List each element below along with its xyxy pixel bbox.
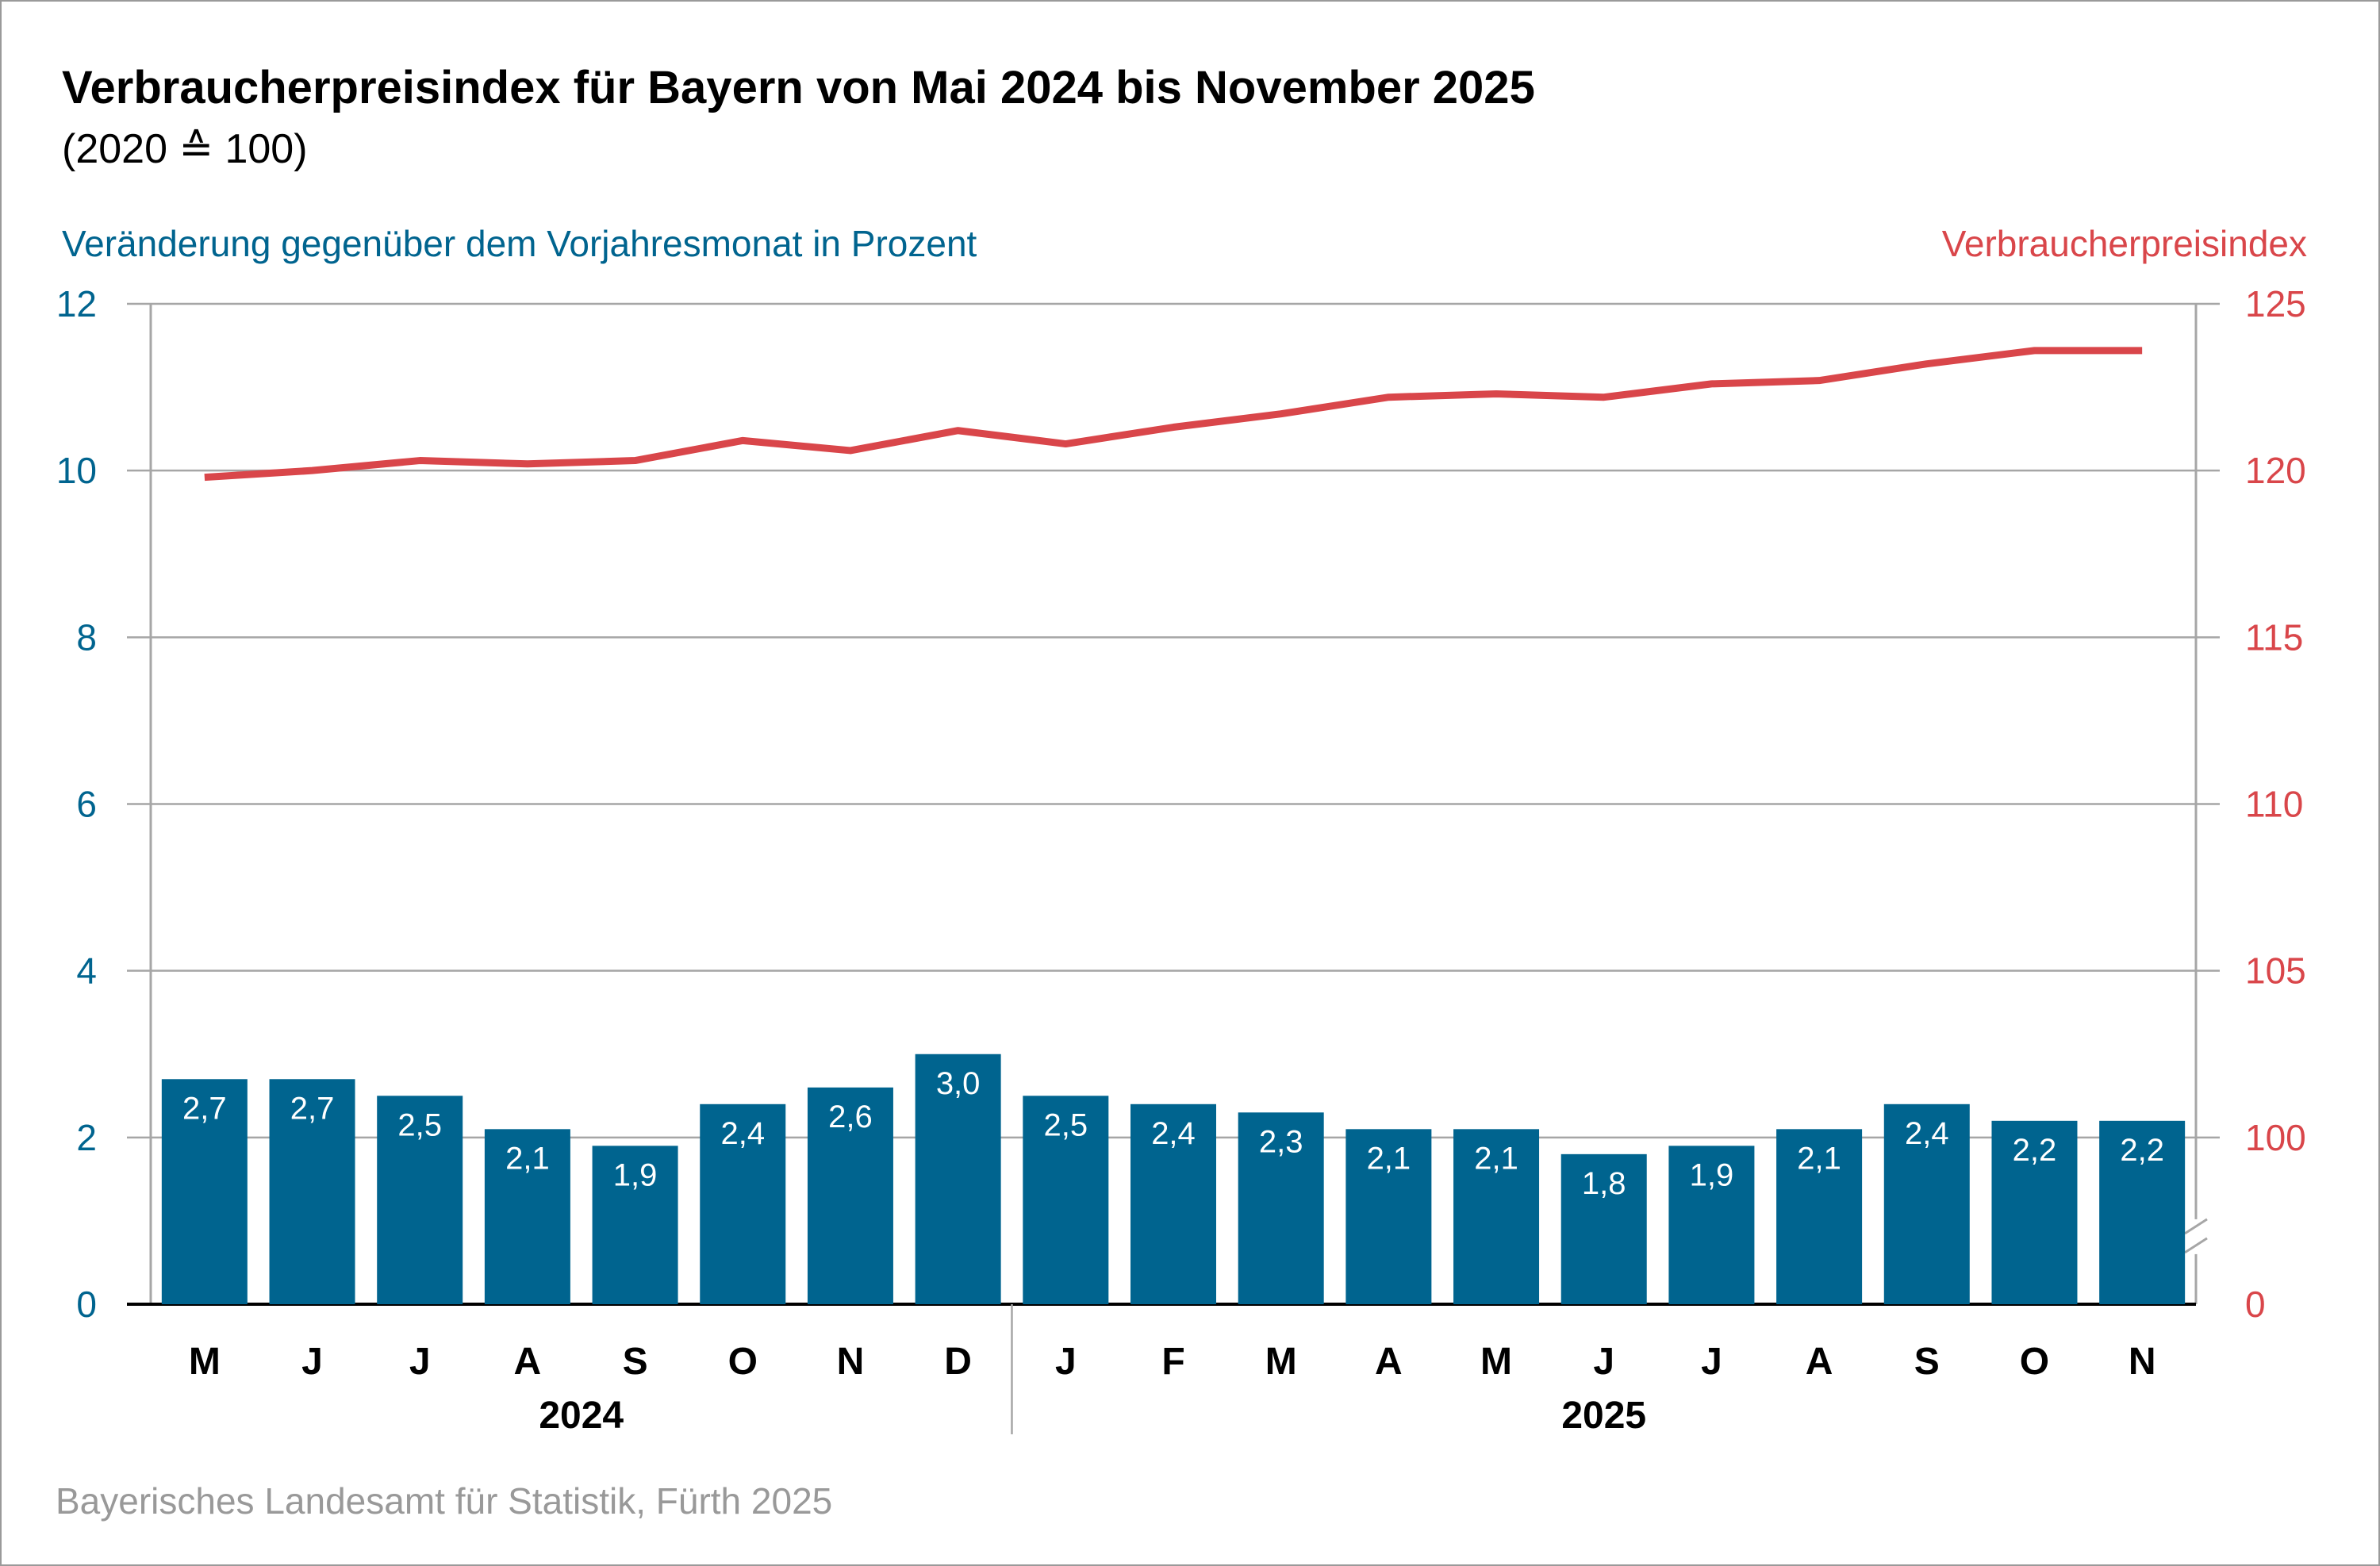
bar-value-label: 2,5 — [1044, 1107, 1088, 1142]
bar — [484, 1129, 570, 1304]
bar-value-label: 1,8 — [1582, 1166, 1626, 1201]
year-label: 2025 — [1561, 1395, 1646, 1437]
month-label: J — [1593, 1341, 1614, 1383]
month-label: S — [1914, 1341, 1940, 1383]
month-label: O — [728, 1341, 758, 1383]
x-axis-year-labels: 2024 2025 — [539, 1304, 1646, 1437]
bar — [1883, 1103, 1970, 1304]
bar-value-label: 2,4 — [1151, 1116, 1196, 1151]
bar — [1345, 1129, 1432, 1304]
bar — [592, 1146, 678, 1304]
left-tick-label: 6 — [76, 784, 97, 825]
left-tick-label: 10 — [56, 450, 97, 491]
month-label: J — [1701, 1341, 1722, 1383]
left-tick-label: 12 — [56, 283, 97, 324]
bar-value-label: 2,7 — [182, 1091, 227, 1126]
axis-break-mark — [2184, 1218, 2208, 1254]
left-tick-label: 8 — [76, 616, 97, 658]
bar-value-label: 2,5 — [397, 1107, 442, 1142]
bar-series — [161, 1054, 2186, 1304]
bar — [1023, 1096, 1109, 1304]
bar — [700, 1103, 786, 1304]
axis-break-gap — [2185, 1219, 2207, 1254]
bar — [1130, 1103, 1216, 1304]
bar-value-label: 2,4 — [1905, 1116, 1949, 1151]
year-label: 2024 — [539, 1395, 624, 1437]
right-tick-label: 100 — [2245, 1117, 2306, 1158]
index-line — [204, 347, 2143, 482]
bar — [1776, 1129, 1863, 1304]
month-label: J — [1055, 1341, 1077, 1383]
month-label: M — [189, 1341, 221, 1383]
right-tick-label: 105 — [2245, 950, 2306, 992]
month-label: N — [837, 1341, 865, 1383]
bar-value-label: 2,1 — [1474, 1141, 1518, 1176]
month-label: N — [2129, 1341, 2156, 1383]
month-label: M — [1480, 1341, 1512, 1383]
bar-value-label: 2,1 — [1797, 1141, 1841, 1176]
month-label: A — [1806, 1341, 1833, 1383]
month-label: A — [514, 1341, 542, 1383]
index-line-series — [204, 347, 2143, 482]
bar-value-label: 1,9 — [613, 1157, 658, 1192]
bar-value-label: 3,0 — [936, 1066, 981, 1101]
bar-value-labels: 2,7 2,7 2,5 2,1 1,9 2,4 2,6 3,0 2,5 2,4 2,3 2,1 2,1 1… — [182, 1066, 2164, 1201]
bar — [1453, 1129, 1540, 1304]
bar — [269, 1079, 355, 1304]
bar — [807, 1087, 893, 1304]
right-tick-label: 125 — [2245, 283, 2306, 324]
month-label: F — [1161, 1341, 1184, 1383]
bar — [1560, 1153, 1647, 1304]
month-label: M — [1265, 1341, 1297, 1383]
right-tick-label: 120 — [2245, 450, 2306, 491]
bar — [377, 1096, 463, 1304]
bar — [1668, 1146, 1755, 1304]
bar-value-label: 2,2 — [2013, 1133, 2057, 1168]
bar-value-label: 2,1 — [505, 1141, 550, 1176]
month-label: J — [301, 1341, 323, 1383]
right-axis-ticks: 0 100 105 110 115 120 125 — [2245, 283, 2306, 1325]
source-note: Bayerisches Landesamt für Statistik, Für… — [56, 1480, 832, 1522]
left-tick-label: 2 — [76, 1117, 97, 1158]
left-axis-title: Veränderung gegenüber dem Vorjahresmonat… — [62, 223, 977, 264]
month-label: S — [623, 1341, 648, 1383]
bar — [1991, 1120, 2078, 1304]
month-label: O — [2020, 1341, 2049, 1383]
right-tick-label: 115 — [2245, 616, 2303, 658]
left-tick-label: 0 — [76, 1284, 97, 1325]
bar — [915, 1054, 1001, 1304]
month-label: A — [1375, 1341, 1403, 1383]
right-tick-label: 0 — [2245, 1284, 2266, 1325]
right-tick-label: 110 — [2245, 784, 2303, 825]
bar — [161, 1079, 248, 1304]
gridlines — [127, 302, 2220, 1139]
chart-subtitle: (2020 ≙ 100) — [62, 126, 308, 172]
bar — [2099, 1120, 2186, 1304]
left-axis-ticks: 0 2 4 6 8 10 12 — [56, 283, 97, 1325]
bar-value-label: 2,4 — [720, 1116, 765, 1151]
bar-value-label: 2,2 — [2120, 1133, 2164, 1168]
bar-value-label: 2,3 — [1259, 1124, 1303, 1159]
bar-value-label: 2,1 — [1367, 1141, 1411, 1176]
bar-value-label: 1,9 — [1690, 1157, 1734, 1192]
right-axis-title: Verbraucherpreisindex — [1942, 223, 2307, 264]
bar — [1238, 1112, 1324, 1304]
bar-value-label: 2,7 — [290, 1091, 335, 1126]
bar-value-label: 2,6 — [828, 1100, 873, 1134]
month-label: J — [409, 1341, 431, 1383]
left-tick-label: 4 — [76, 950, 97, 992]
chart-title: Verbraucherpreisindex für Bayern von Mai… — [62, 62, 1535, 113]
month-label: D — [944, 1341, 972, 1383]
